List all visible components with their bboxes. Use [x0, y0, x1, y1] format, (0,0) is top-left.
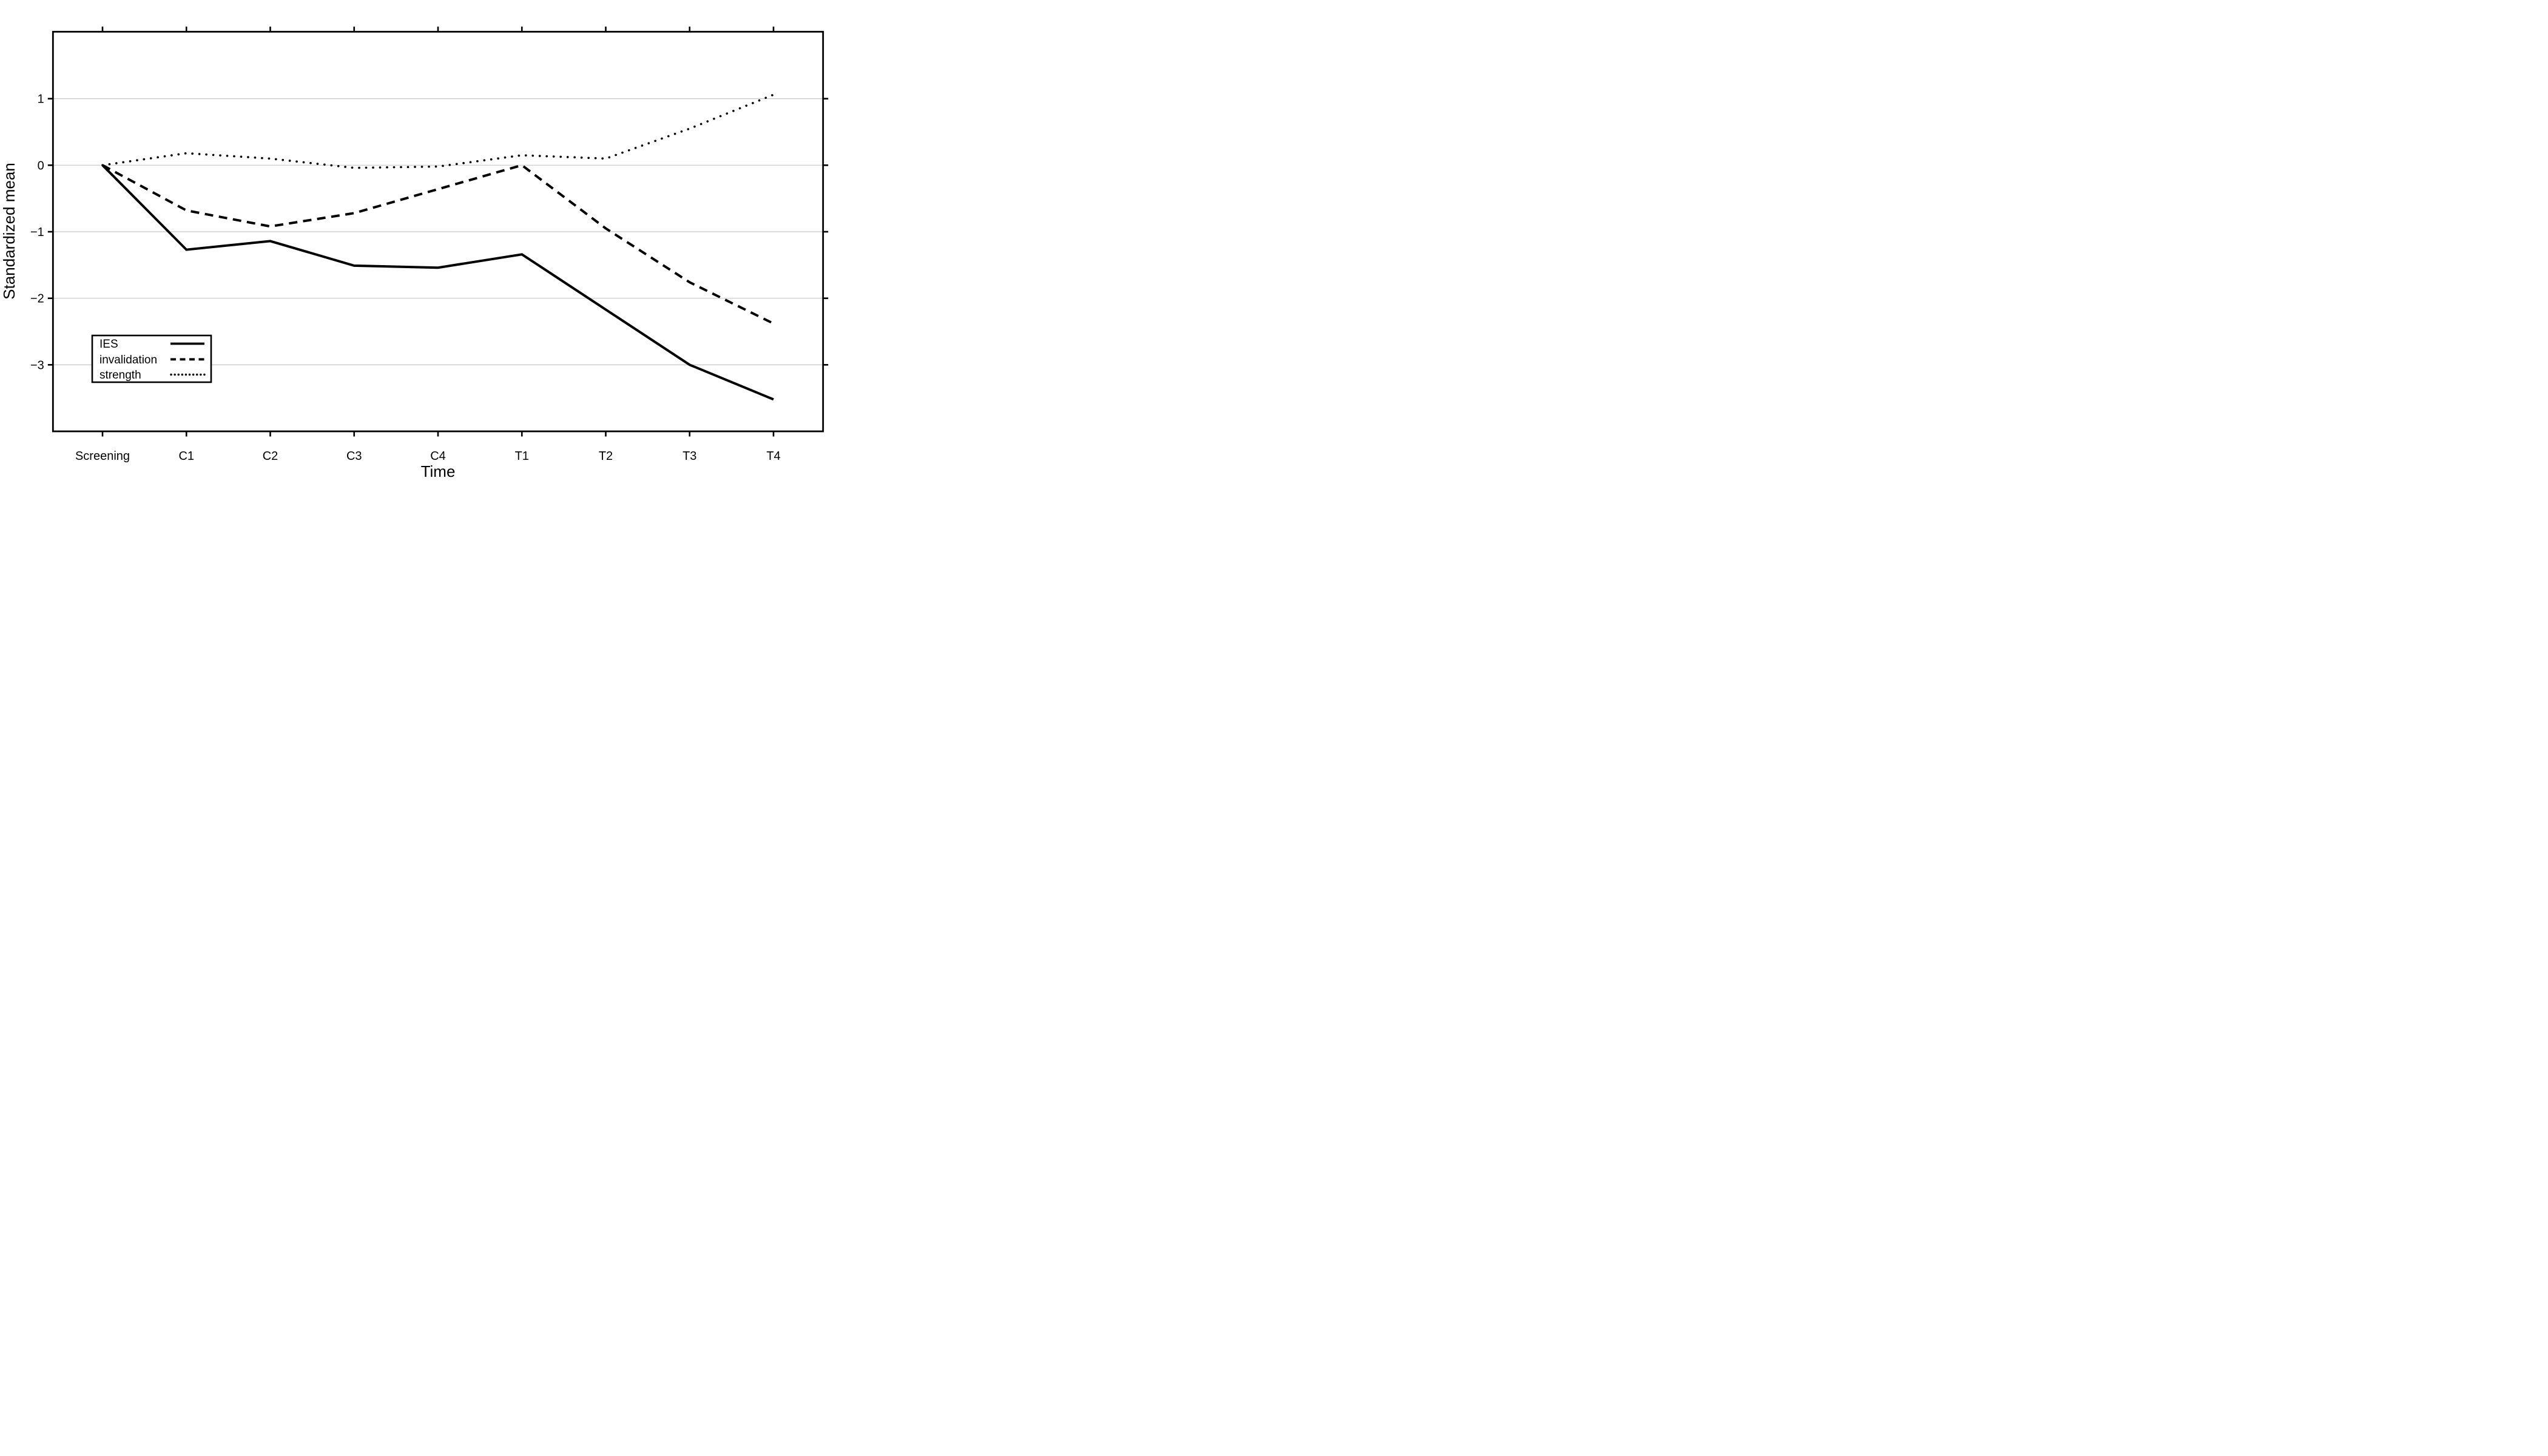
- legend-box: IES invalidation strength: [91, 334, 212, 383]
- x-tick-label-C1: C1: [178, 450, 194, 463]
- series-line-invalidation: [102, 164, 774, 325]
- plot-border: [52, 30, 824, 433]
- series-layer: [101, 93, 775, 401]
- y-tick-label-0: 0: [38, 159, 44, 172]
- x-tick-label-C4: C4: [430, 450, 446, 463]
- x-tick-label-T3: T3: [682, 450, 696, 463]
- legend-label-ies: IES: [99, 338, 118, 351]
- x-tick-label-T1: T1: [515, 450, 529, 463]
- x-tick-label-T4: T4: [766, 450, 780, 463]
- y-tick-label-−2: −2: [30, 292, 44, 306]
- line-chart-figure: 1 0 −1 −2 −3 Screening C1 C2 C3 C4 T1 T2 T3 T4 Time S…: [0, 0, 849, 485]
- x-tick-label-Screening: Screening: [75, 450, 130, 463]
- chart-canvas: 1 0 −1 −2 −3 Screening C1 C2 C3 C4 T1 T2 T3 T4 Time S…: [0, 26, 829, 480]
- x-tick-label-T2: T2: [599, 450, 613, 463]
- legend-label-strength: strength: [99, 369, 141, 382]
- x-tick-label-C2: C2: [263, 450, 278, 463]
- y-tick-label-−1: −1: [30, 226, 44, 239]
- series-line-strength: [101, 93, 775, 169]
- series-line-IES: [101, 164, 774, 401]
- x-axis-title: Time: [421, 462, 456, 480]
- tick-labels-layer: 1 0 −1 −2 −3 Screening C1 C2 C3 C4 T1 T2 T3 T4: [30, 93, 781, 463]
- y-tick-label-−3: −3: [30, 359, 44, 372]
- x-tick-label-C3: C3: [346, 450, 362, 463]
- y-axis-title: Standardized mean: [0, 163, 18, 299]
- legend-label-invalidation: invalidation: [99, 354, 157, 366]
- axis-ticks-layer: [47, 26, 829, 437]
- y-tick-label-1: 1: [38, 93, 44, 106]
